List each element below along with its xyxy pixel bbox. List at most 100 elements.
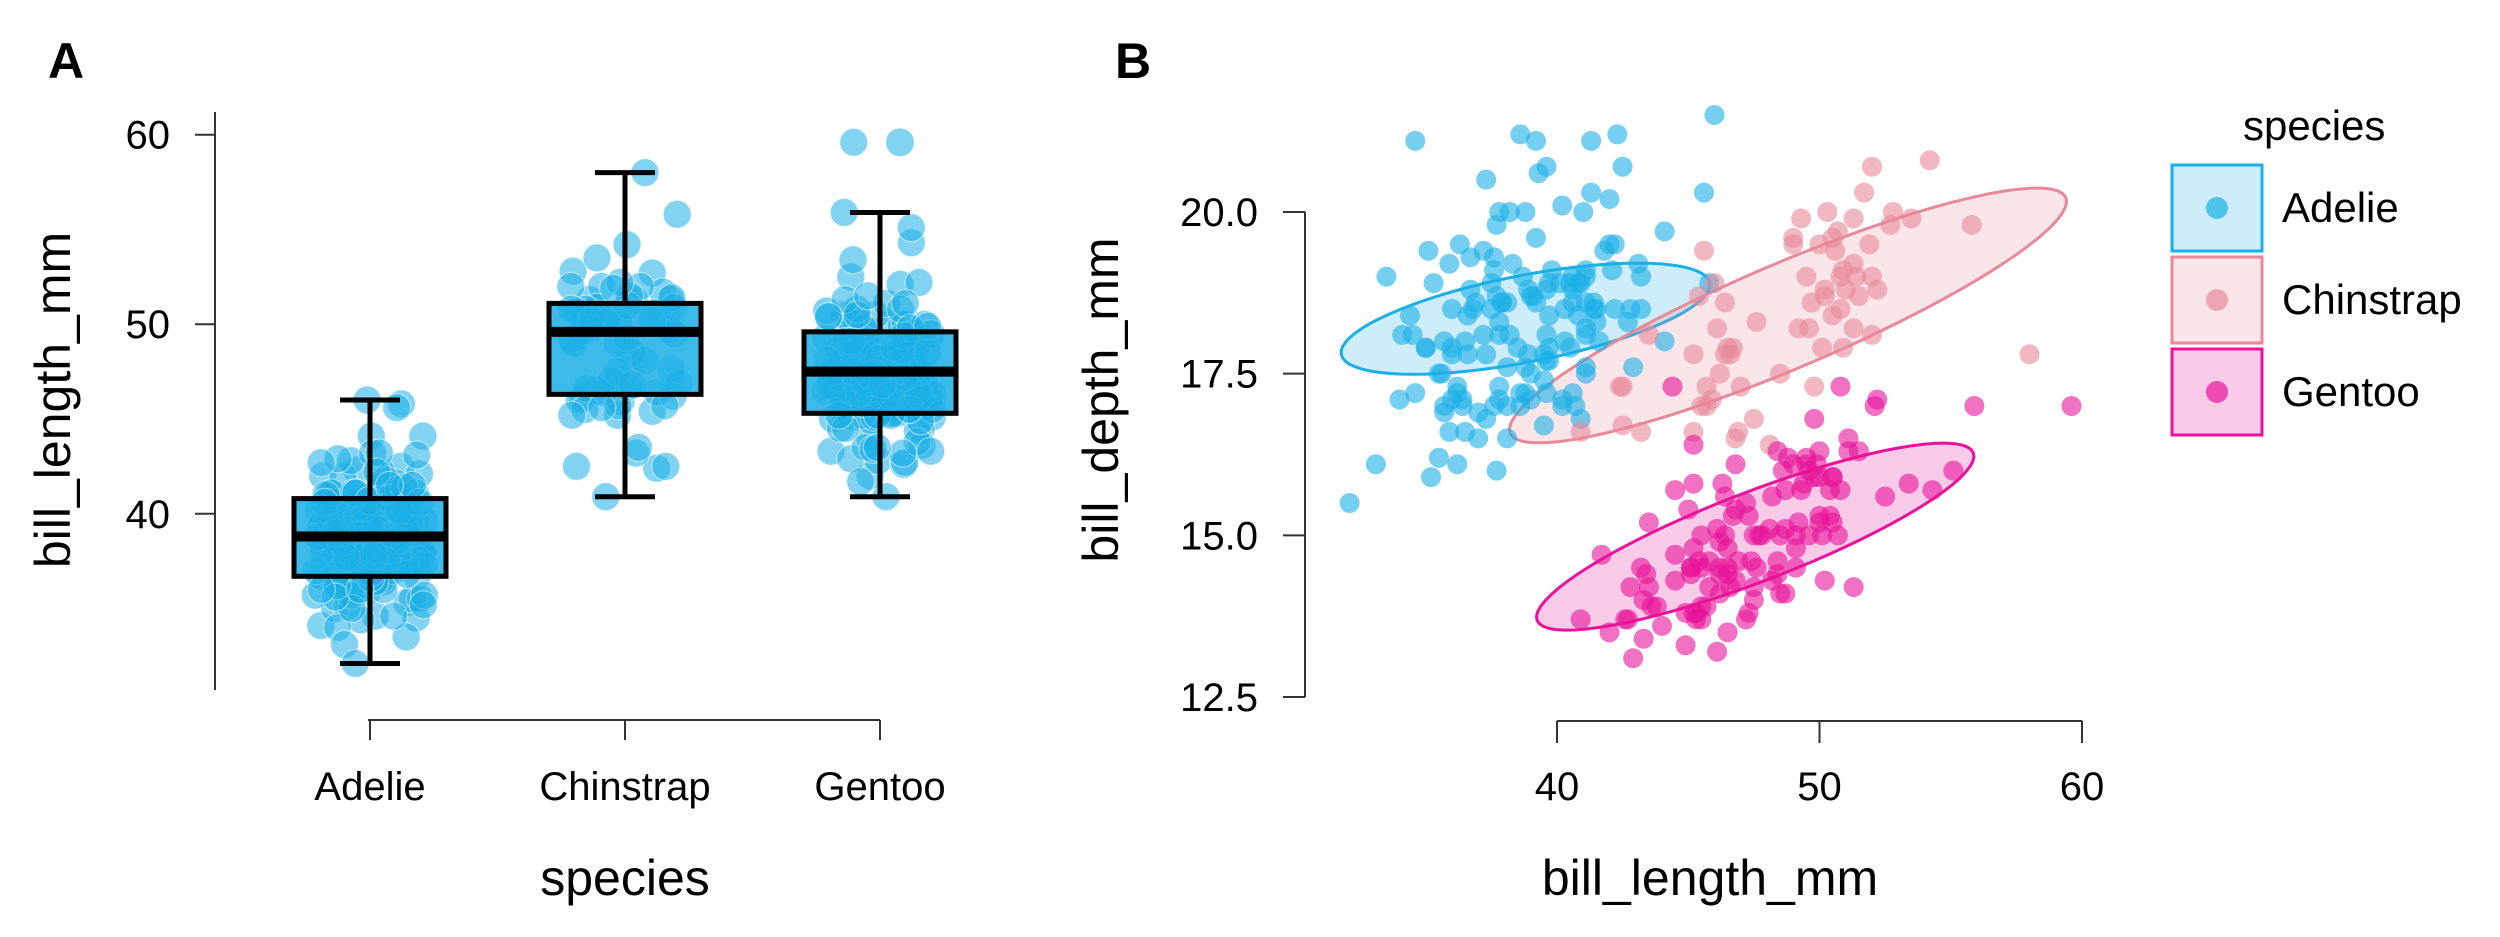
point-gentoo [1709,564,1730,585]
point-chinstrap [1631,421,1651,442]
legend-marker [2206,289,2228,311]
point-adelie [1560,337,1581,358]
point-adelie [1489,376,1510,397]
point-chinstrap [1814,286,1835,307]
jitter-point [306,447,336,478]
legend: species Adelie Chinstrap Gentoo [2170,102,2462,437]
point-chinstrap [1830,266,1851,287]
point-adelie [1502,253,1523,274]
point-adelie [1476,344,1497,365]
legend-swatch [2170,255,2264,345]
x-tick-label-b: 50 [1797,765,1842,809]
jitter-point [379,601,409,631]
point-adelie [1439,421,1460,442]
point-adelie [1694,182,1714,203]
jitter-point [408,590,438,620]
box-gentoo [801,209,959,500]
point-chinstrap [1830,299,1851,319]
point-gentoo [1785,525,1806,546]
point-chinstrap [1843,208,1864,229]
point-adelie [1552,195,1573,216]
legend-label: Chinstrap [2282,276,2462,323]
point-chinstrap [1867,279,1888,300]
point-chinstrap [1804,376,1825,397]
point-adelie [1405,130,1426,151]
x-tick-label: Chinstrap [539,765,710,809]
jitter-point [888,438,918,468]
point-gentoo [1785,557,1806,578]
point-gentoo [1814,570,1835,591]
point-chinstrap [1715,292,1735,313]
point-gentoo [1778,447,1798,468]
point-adelie [1586,299,1607,319]
point-chinstrap [1854,182,1875,203]
point-adelie [1539,273,1560,294]
y-tick-label: 40 [126,493,171,537]
x-ticks: Adelie Chinstrap Gentoo [314,720,946,809]
point-chinstrap [1901,208,1922,229]
point-chinstrap [1843,318,1864,339]
point-adelie [1442,299,1462,319]
point-gentoo [1636,564,1657,585]
jitter-point [402,440,432,470]
point-adelie [1604,299,1625,319]
point-adelie [1526,130,1546,151]
point-chinstrap [1570,421,1591,442]
point-adelie [1499,202,1520,222]
point-chinstrap [1862,324,1882,345]
point-adelie [1431,363,1452,384]
panel-a-tag: A [48,33,84,89]
point-adelie [1617,311,1638,332]
point-chinstrap [1812,337,1833,358]
jitter-point [587,393,617,423]
point-chinstrap [1770,363,1791,384]
point-chinstrap [1796,266,1817,287]
point-adelie [1704,105,1725,125]
point-chinstrap [1696,396,1717,416]
legend-title: species [2243,102,2385,149]
y-tick-label-b: 20.0 [1180,191,1258,235]
point-chinstrap [1743,408,1764,429]
x-tick-label-b: 40 [1535,765,1580,809]
point-gentoo [1762,486,1783,507]
x-axis-title: species [540,850,710,906]
point-gentoo [1570,609,1591,630]
point-adelie [1449,234,1470,255]
jitter-point [890,288,920,319]
point-gentoo [1875,486,1896,507]
point-gentoo [1767,564,1788,585]
point-adelie [1468,428,1489,449]
jitter-point [662,199,692,229]
point-chinstrap [1715,344,1735,365]
point-adelie [1476,169,1497,190]
point-chinstrap [1725,428,1746,449]
point-adelie [1473,240,1494,261]
point-chinstrap [1707,318,1728,339]
box-chinstrap [546,170,704,500]
point-gentoo [1665,544,1686,565]
point-adelie [1515,202,1536,222]
point-adelie [1573,202,1594,222]
y-tick-label-b: 12.5 [1180,676,1258,720]
point-gentoo [1683,434,1704,455]
point-chinstrap [1683,344,1704,365]
point-gentoo [1665,480,1686,501]
point-gentoo [1620,577,1641,598]
point-gentoo [1736,493,1756,513]
point-gentoo [1652,615,1672,636]
point-adelie [1339,493,1360,513]
legend-item-adelie: Adelie [2170,163,2399,253]
point-gentoo [1806,454,1827,475]
point-chinstrap [1846,266,1867,287]
point-adelie [1447,454,1468,475]
point-adelie [1481,299,1502,319]
point-adelie [1428,447,1449,468]
point-chinstrap [1883,202,1903,222]
point-adelie [1376,266,1397,287]
point-adelie [1497,428,1518,449]
point-gentoo [1709,583,1730,604]
y-tick-label: 60 [126,114,171,158]
point-chinstrap [1688,286,1709,307]
point-adelie [1476,408,1497,429]
point-gentoo [1922,480,1943,501]
